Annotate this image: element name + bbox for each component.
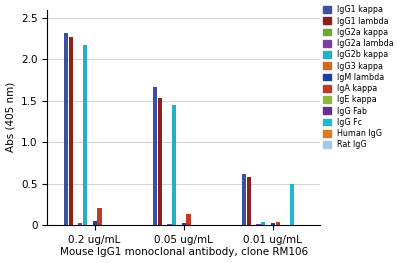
Legend: IgG1 kappa, IgG1 lambda, IgG2a kappa, IgG2a lambda, IgG2b kappa, IgG3 kappa, IgM: IgG1 kappa, IgG1 lambda, IgG2a kappa, Ig… (323, 5, 394, 149)
Bar (153, 87, 157, 225)
Bar (242, 174, 246, 225)
Bar (97, 208, 102, 225)
Bar (186, 214, 191, 225)
Bar (276, 222, 280, 225)
Bar (158, 98, 162, 225)
Bar (261, 222, 266, 225)
Bar (182, 223, 186, 225)
Bar (78, 223, 82, 225)
Bar (271, 223, 275, 225)
Bar (167, 224, 172, 225)
Bar (256, 224, 261, 225)
Bar (83, 45, 87, 225)
Bar (92, 221, 97, 225)
Bar (172, 105, 176, 225)
Bar (64, 33, 68, 225)
Bar (290, 184, 294, 225)
X-axis label: Mouse IgG1 monoclonal antibody, clone RM106: Mouse IgG1 monoclonal antibody, clone RM… (60, 247, 308, 257)
Bar (68, 37, 73, 225)
Bar (247, 177, 251, 225)
Y-axis label: Abs (405 nm): Abs (405 nm) (6, 82, 16, 152)
